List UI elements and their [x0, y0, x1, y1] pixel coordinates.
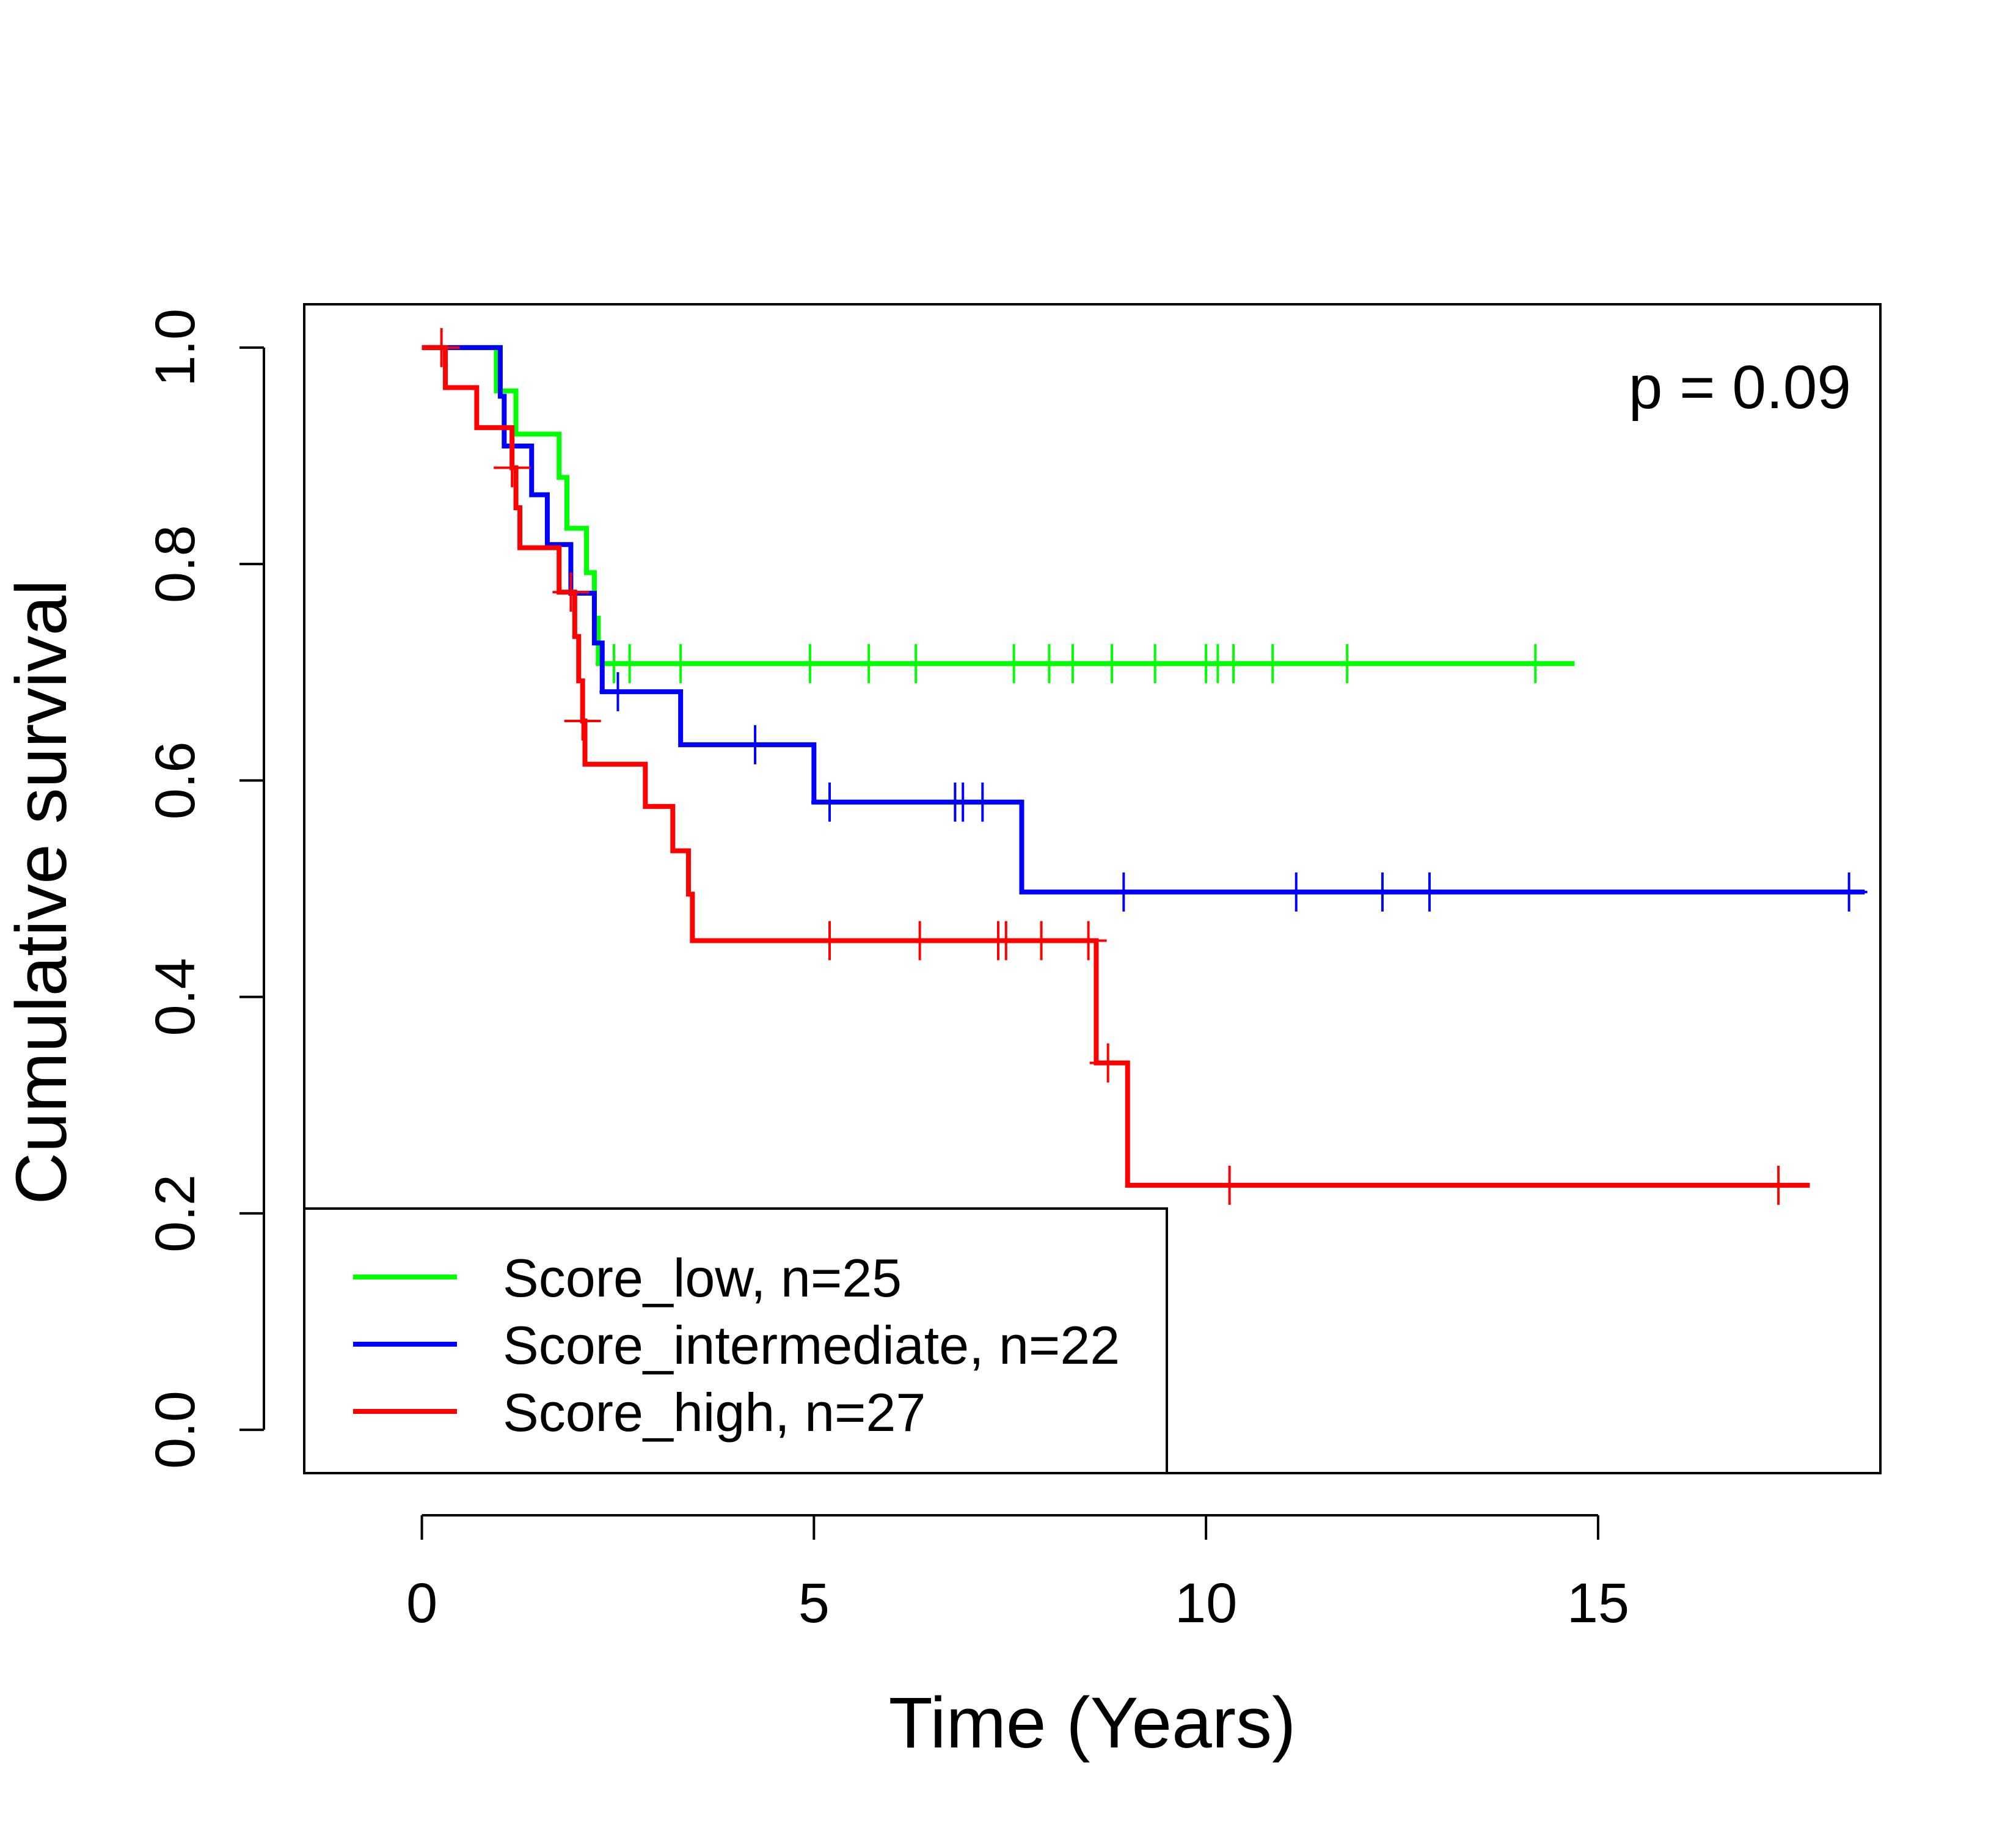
legend-box — [303, 1207, 1168, 1474]
legend-label: Score_low, n=25 — [503, 1248, 902, 1308]
x-tick-label: 15 — [1567, 1572, 1629, 1634]
y-tick-label: 0.4 — [144, 958, 206, 1036]
survival-curve-1 — [422, 345, 1865, 895]
x-tick-label: 0 — [406, 1572, 437, 1634]
y-tick-label: 1.0 — [144, 309, 206, 387]
y-tick-label: 0.6 — [144, 741, 206, 819]
legend-label: Score_high, n=27 — [503, 1382, 926, 1443]
p-value-annotation: p = 0.09 — [1629, 353, 1851, 422]
survival-curve-0 — [422, 345, 1575, 667]
y-tick-label: 0.8 — [144, 525, 206, 603]
x-axis-label: Time (Years) — [889, 1683, 1296, 1763]
x-tick-label: 10 — [1175, 1572, 1237, 1634]
legend-label: Score_intermediate, n=22 — [503, 1315, 1120, 1375]
y-tick-label: 0.0 — [144, 1391, 206, 1469]
y-axis-label: Cumulative survival — [1, 580, 82, 1205]
y-axis: 0.0 0.2 0.4 0.6 0.8 1.0 — [144, 309, 265, 1469]
plot-layer — [422, 327, 1868, 1205]
survival-curve-2 — [422, 345, 1810, 1188]
y-tick-label: 0.2 — [144, 1174, 206, 1253]
x-tick-label: 5 — [798, 1572, 830, 1634]
legend: Score_low, n=25 Score_intermediate, n=22 S… — [303, 1207, 1168, 1474]
x-axis: 0 5 10 15 — [406, 1514, 1629, 1634]
